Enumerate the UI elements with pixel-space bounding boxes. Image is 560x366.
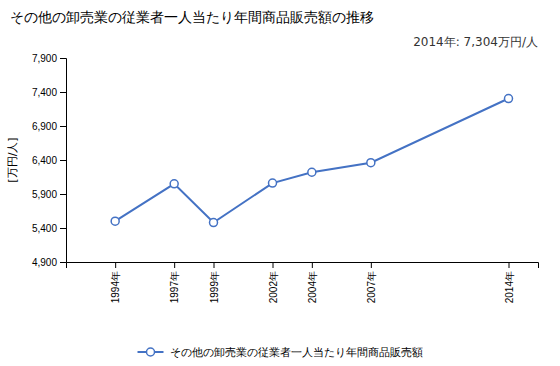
annotation: 2014年: 7,304万円/人 — [413, 35, 538, 49]
point — [269, 179, 277, 187]
y-tick: 5,400 — [32, 223, 66, 234]
x-tick: 2014年 — [504, 262, 515, 303]
y-tick-label: 7,400 — [32, 87, 57, 98]
legend-item: その他の卸売業の従業者一人当たり年間商品販売額 — [138, 346, 423, 359]
x-tick-mark — [214, 262, 215, 268]
x-tick: 2004年 — [307, 262, 318, 303]
x-tick: 2002年 — [268, 262, 279, 303]
legend-label: その他の卸売業の従業者一人当たり年間商品販売額 — [170, 346, 423, 359]
legend-marker — [147, 348, 155, 356]
x-tick-label: 1994年 — [110, 271, 121, 303]
y-tick-label: 5,900 — [32, 189, 57, 200]
y-tick: 6,900 — [32, 121, 66, 132]
x-tick-mark — [509, 262, 510, 268]
x-tick-mark — [312, 262, 313, 268]
point — [505, 95, 513, 103]
y-tick: 7,400 — [32, 87, 66, 98]
y-tick-mark — [60, 160, 66, 161]
y-tick: 7,900 — [32, 53, 66, 64]
x-tick: 1999年 — [209, 262, 220, 303]
y-tick: 4,900 — [32, 257, 66, 268]
y-tick-label: 6,400 — [32, 155, 57, 166]
point — [308, 168, 316, 176]
y-tick-label: 4,900 — [32, 257, 57, 268]
x-axis-line — [67, 263, 539, 269]
point — [111, 217, 119, 225]
y-tick-mark — [60, 92, 66, 93]
x-tick: 1997年 — [169, 262, 180, 303]
y-tick-label: 6,900 — [32, 121, 57, 132]
y-tick-mark — [60, 194, 66, 195]
point — [170, 180, 178, 188]
x-tick-label: 2007年 — [366, 271, 377, 303]
y-tick: 5,900 — [32, 189, 66, 200]
y-tick: 6,400 — [32, 155, 66, 166]
chart: その他の卸売業の従業者一人当たり年間商品販売額の推移 2014年: 7,304万円… — [0, 0, 560, 366]
y-axis-line — [60, 59, 67, 263]
title: その他の卸売業の従業者一人当たり年間商品販売額の推移 — [10, 9, 374, 25]
x-axis: 1994年 1997年 1999年 2002年 2004年 2007年 2014年 — [67, 262, 539, 303]
y-axis: 4,900 5,400 5,900 6,400 6,900 7,400 7,900 — [32, 53, 67, 268]
x-tick-label: 1997年 — [169, 271, 180, 303]
series-line — [115, 99, 508, 223]
x-tick-mark — [115, 262, 116, 268]
x-tick: 1994年 — [110, 262, 121, 303]
marks — [111, 95, 512, 227]
y-tick-label: 7,900 — [32, 53, 57, 64]
x-tick-label: 2014年 — [504, 271, 515, 303]
x-tick-mark — [371, 262, 372, 268]
point — [210, 219, 218, 227]
x-tick-label: 2002年 — [268, 271, 279, 303]
x-tick-label: 2004年 — [307, 271, 318, 303]
y-tick-label: 5,400 — [32, 223, 57, 234]
x-tick-mark — [174, 262, 175, 268]
x-tick-label: 1999年 — [209, 271, 220, 303]
y-axis-title: [万円/人] — [6, 137, 19, 182]
y-tick-mark — [60, 262, 66, 263]
legend: その他の卸売業の従業者一人当たり年間商品販売額 — [138, 346, 423, 359]
plot: 1994年 1997年 1999年 2002年 2004年 2007年 2014年 4,900… — [32, 53, 539, 304]
y-tick-mark — [60, 228, 66, 229]
x-tick: 2007年 — [366, 262, 377, 303]
y-tick-mark — [60, 58, 66, 59]
point — [367, 159, 375, 167]
y-tick-mark — [60, 126, 66, 127]
x-tick-mark — [273, 262, 274, 268]
